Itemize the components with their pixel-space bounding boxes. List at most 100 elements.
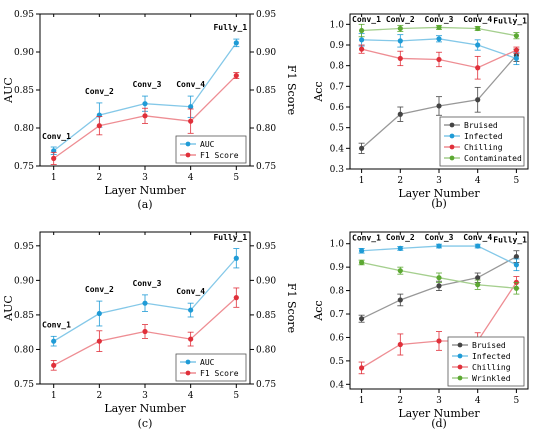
y-tick-label: 0.7 (330, 310, 345, 320)
data-point (142, 101, 148, 107)
layer-annotation: Conv_3 (133, 279, 162, 288)
x-tick-label: 4 (188, 173, 194, 183)
y-tick-label: 0.75 (14, 162, 34, 172)
series-infected (358, 243, 520, 272)
y-tick-label: 0.80 (14, 345, 34, 355)
y-tick-label: 0.9 (330, 263, 345, 273)
layer-annotation: Conv_3 (425, 15, 454, 24)
y-tick-label: 0.8 (330, 287, 345, 297)
y-tick-label: 0.85 (14, 86, 34, 96)
data-point (188, 307, 194, 313)
x-tick-label: 3 (142, 391, 148, 401)
data-point (475, 25, 481, 32)
data-point (397, 55, 403, 62)
x-tick-label: 2 (96, 391, 102, 401)
y-tick-label: 0.75 (14, 380, 34, 390)
data-point (475, 243, 481, 249)
data-point (397, 111, 403, 117)
legend: AUC F1 Score (175, 353, 247, 382)
y-tick-label: 1.0 (330, 20, 345, 30)
data-point (359, 27, 365, 34)
legend: Bruised Infected Chilling Contaminated (439, 116, 525, 167)
x-tick-label: 1 (51, 391, 57, 401)
data-point (397, 268, 403, 274)
y-tick-label: 0.5 (330, 357, 345, 367)
data-point (359, 248, 365, 254)
y2-axis-title: F1 Score (285, 65, 298, 115)
layer-annotation: Conv_3 (425, 233, 454, 242)
y-axis-title: Acc (312, 300, 325, 321)
legend-box (175, 135, 247, 164)
data-point (51, 155, 57, 161)
y2-tick-label: 0.80 (256, 124, 276, 134)
data-point (513, 254, 519, 260)
layer-annotation: Conv_2 (386, 233, 415, 242)
x-tick-label: 2 (397, 396, 403, 406)
data-point (436, 275, 442, 281)
data-point (397, 297, 403, 303)
layer-annotation: Conv_1 (352, 233, 381, 242)
series-line (361, 245, 517, 266)
x-tick-label: 1 (359, 396, 365, 406)
series-infected (358, 33, 520, 66)
y2-axis-title: F1 Score (285, 283, 298, 333)
panel-caption: (a) (137, 198, 152, 211)
y-tick-label: 0.4 (330, 380, 345, 390)
series-f1-score (50, 72, 240, 165)
y-tick-label: 0.4 (330, 144, 345, 154)
data-point (96, 338, 102, 344)
layer-annotation: Fully_1 (493, 236, 527, 245)
data-point (475, 42, 481, 48)
legend-marker (457, 353, 463, 359)
data-point (142, 300, 148, 306)
layer-annotation: Conv_4 (463, 233, 492, 242)
data-point (436, 243, 442, 249)
series-contaminated (358, 23, 520, 40)
series-auc (50, 248, 240, 347)
legend-marker (185, 359, 191, 365)
x-tick-label: 5 (233, 391, 239, 401)
data-point (475, 97, 481, 103)
data-point (359, 259, 365, 266)
x-tick-label: 2 (397, 176, 403, 186)
legend-label: Wrinkled (472, 374, 511, 383)
legend-marker (449, 155, 455, 161)
data-point (436, 283, 442, 289)
layer-annotation: Fully_1 (213, 233, 247, 242)
x-tick-label: 3 (436, 396, 442, 406)
legend-label: Infected (464, 132, 503, 141)
data-point (142, 113, 148, 119)
y-tick-label: 0.85 (14, 311, 34, 321)
x-tick-label: 4 (475, 396, 481, 406)
data-point (436, 103, 442, 109)
layer-annotation: Conv_2 (386, 15, 415, 24)
data-point (188, 104, 194, 110)
y2-tick-label: 0.95 (256, 10, 276, 20)
data-point (397, 38, 403, 44)
y-tick-label: 0.90 (14, 276, 34, 286)
x-axis-title: Layer Number (398, 407, 480, 420)
legend-label: Bruised (472, 341, 506, 350)
data-point (188, 336, 194, 342)
y-tick-label: 0.95 (14, 242, 34, 252)
x-tick-label: 4 (188, 391, 194, 401)
layer-annotation: Conv_3 (133, 80, 162, 89)
series-chilling (358, 44, 520, 80)
x-tick-label: 5 (514, 396, 520, 406)
y2-tick-label: 0.85 (256, 311, 276, 321)
legend-marker (185, 141, 191, 147)
legend-marker (457, 364, 463, 370)
legend: Bruised Infected Chilling Wrinkled (447, 336, 525, 387)
legend-marker (457, 342, 463, 348)
y-tick-label: 0.80 (14, 124, 34, 134)
series-f1-score (50, 287, 240, 371)
layer-annotation: Conv_4 (176, 80, 205, 89)
y2-tick-label: 0.80 (256, 345, 276, 355)
legend-marker (185, 152, 191, 158)
y2-tick-label: 0.95 (256, 242, 276, 252)
x-tick-label: 1 (359, 176, 365, 186)
y2-tick-label: 0.75 (256, 380, 276, 390)
y-tick-label: 0.3 (330, 165, 345, 175)
x-tick-label: 5 (233, 173, 239, 183)
